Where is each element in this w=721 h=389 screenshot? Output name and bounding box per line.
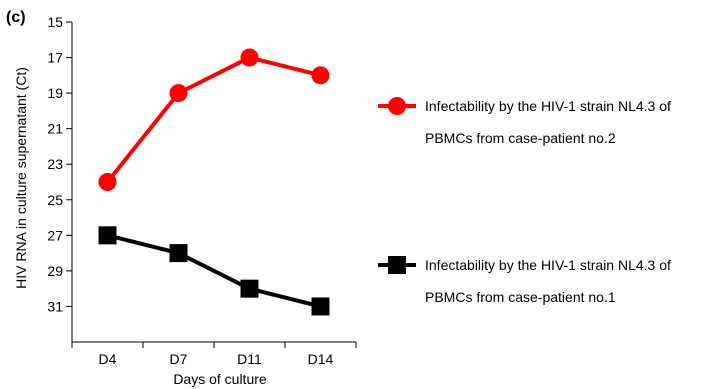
panel-label: (c) — [6, 9, 26, 26]
y-tick-label: 27 — [47, 227, 63, 243]
y-tick-label: 17 — [47, 50, 63, 66]
x-tick-label: D4 — [99, 351, 117, 367]
y-axis: 15 17 19 21 23 25 27 29 31 — [47, 14, 73, 342]
data-point — [311, 66, 330, 85]
legend-marker-case-patient-2 — [388, 97, 406, 115]
y-tick-label: 21 — [47, 121, 63, 137]
legend-item-case-patient-2: Infectability by the HIV-1 strain NL4.3 … — [378, 97, 671, 146]
series-case-patient-2 — [98, 48, 330, 191]
y-axis-label: HIV RNA in culture supernatant (Ct) — [13, 67, 29, 289]
x-tick-label: D11 — [237, 351, 262, 367]
x-axis-label: Days of culture — [173, 371, 267, 387]
legend-label-case-patient-2-line1: Infectability by the HIV-1 strain NL4.3 … — [425, 98, 671, 114]
x-axis: D4 D7 D11 D14 — [71, 341, 357, 367]
series-case-patient-1 — [98, 226, 330, 316]
y-tick-label: 25 — [47, 192, 63, 208]
data-point — [311, 297, 330, 316]
legend: Infectability by the HIV-1 strain NL4.3 … — [378, 97, 671, 305]
series-line — [105, 55, 321, 184]
legend-label-case-patient-1-line1: Infectability by the HIV-1 strain NL4.3 … — [425, 257, 671, 273]
data-point — [98, 173, 117, 191]
y-tick-label: 29 — [47, 263, 63, 279]
data-point — [169, 84, 188, 103]
data-point — [240, 48, 259, 67]
legend-marker-case-patient-1 — [388, 256, 406, 274]
x-tick-label: D7 — [170, 351, 188, 367]
y-tick-label: 31 — [47, 298, 63, 314]
data-point — [169, 244, 188, 263]
y-tick-label: 23 — [47, 156, 63, 172]
legend-item-case-patient-1: Infectability by the HIV-1 strain NL4.3 … — [378, 256, 671, 305]
series-layer — [98, 48, 330, 316]
y-tick-label: 15 — [47, 14, 63, 30]
legend-label-case-patient-2-line2: PBMCs from case-patient no.2 — [425, 130, 616, 146]
data-point — [98, 226, 117, 245]
legend-label-case-patient-1-line2: PBMCs from case-patient no.1 — [425, 289, 616, 305]
y-tick-label: 19 — [47, 85, 63, 101]
series-line — [107, 233, 321, 309]
data-point — [240, 279, 259, 298]
x-tick-label: D14 — [308, 351, 334, 367]
